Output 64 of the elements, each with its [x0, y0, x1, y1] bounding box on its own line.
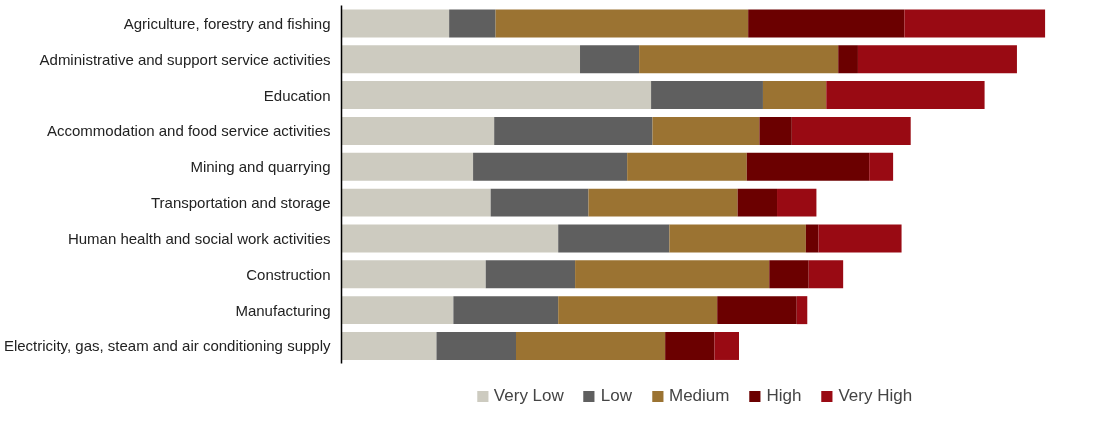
- bar: [341, 296, 454, 325]
- bar: [759, 116, 792, 145]
- bar: [495, 9, 749, 38]
- bar: [341, 116, 495, 145]
- legend-label: Very High: [838, 386, 913, 406]
- bar: [490, 188, 589, 217]
- bar: [717, 296, 797, 325]
- bar: [791, 116, 911, 145]
- bar: [714, 332, 740, 360]
- legend-label: High: [766, 386, 802, 406]
- legend-label: Very Low: [493, 386, 564, 406]
- bar: [580, 45, 640, 74]
- bar: [341, 260, 486, 289]
- y-tick-label: Accommodation and food service activities: [47, 122, 331, 140]
- bar: [737, 188, 778, 217]
- bar: [341, 45, 581, 74]
- bar: [341, 9, 450, 38]
- bar: [341, 152, 474, 181]
- bar: [762, 81, 827, 110]
- bar: [341, 188, 491, 217]
- bar: [777, 188, 817, 217]
- bar: [651, 81, 763, 110]
- bar: [639, 45, 839, 74]
- y-tick-label: Administrative and support service activities: [39, 50, 331, 68]
- bar: [453, 296, 559, 325]
- bar: [341, 332, 437, 360]
- bar: [746, 152, 870, 181]
- bar: [826, 81, 985, 110]
- y-tick-label: Manufacturing: [235, 301, 331, 319]
- bar: [869, 152, 894, 181]
- y-tick-label: Agriculture, forestry and fishing: [123, 14, 331, 32]
- bar: [857, 45, 1017, 74]
- bar: [341, 224, 559, 253]
- y-tick-label: Mining and quarrying: [190, 158, 331, 176]
- bar: [558, 224, 670, 253]
- bar: [665, 332, 715, 360]
- bar: [575, 260, 770, 289]
- bar: [796, 296, 808, 325]
- legend-label: Medium: [668, 386, 730, 406]
- legend-label: Low: [600, 386, 632, 406]
- y-tick-label: Transportation and storage: [150, 194, 331, 212]
- bar: [748, 9, 905, 38]
- y-tick-label: Human health and social work activities: [67, 229, 331, 247]
- bar: [558, 296, 718, 325]
- bar: [485, 260, 576, 289]
- bar: [652, 116, 760, 145]
- bar: [805, 224, 819, 253]
- bar: [449, 9, 496, 38]
- bar: [515, 332, 666, 360]
- bar: [473, 152, 628, 181]
- y-tick-label: Education: [263, 86, 331, 104]
- bar: [627, 152, 747, 181]
- y-tick-label: Electricity, gas, steam and air conditioning supply: [3, 337, 331, 355]
- bar: [436, 332, 516, 360]
- bar: [904, 9, 1046, 38]
- bar: [808, 260, 844, 289]
- bar: [818, 224, 902, 253]
- bar: [588, 188, 738, 217]
- bar: [669, 224, 806, 253]
- bar: [341, 81, 652, 110]
- y-tick-label: Construction: [246, 265, 331, 283]
- bar: [494, 116, 653, 145]
- bar: [769, 260, 809, 289]
- bar: [838, 45, 858, 74]
